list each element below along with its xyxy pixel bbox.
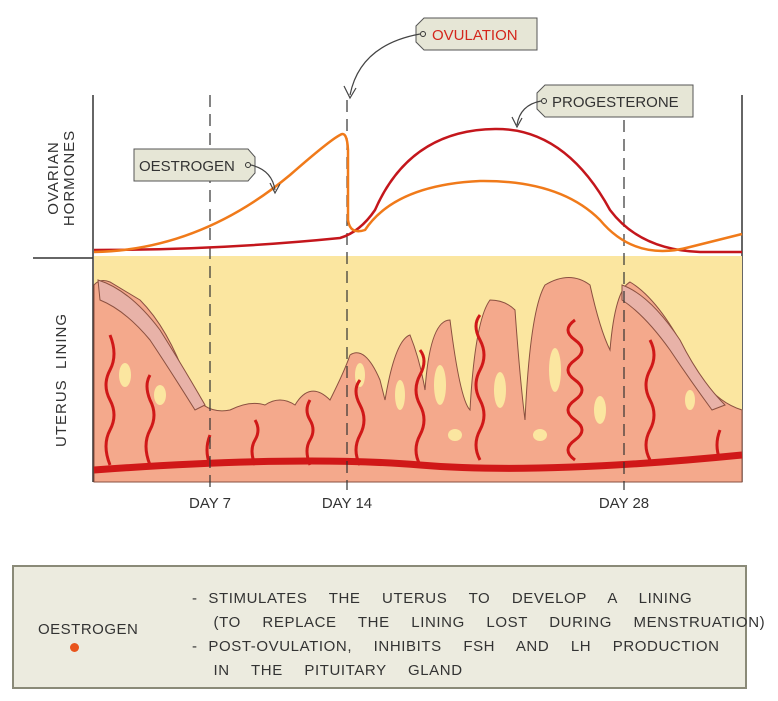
- oestrogen-callout: OESTROGEN: [133, 148, 281, 195]
- progesterone-callout: PROGESTERONE: [511, 84, 694, 129]
- oestrogen-label: OESTROGEN: [139, 158, 235, 175]
- lining-axis-label: UTERUS LINING: [53, 313, 70, 447]
- day-7-label: DAY 7: [189, 495, 231, 512]
- oestrogen-arrow: [250, 164, 276, 191]
- lining-gaps: [119, 348, 695, 441]
- info-hormone-name: OESTROGEN: [38, 621, 139, 638]
- day-14-label: DAY 14: [322, 495, 372, 512]
- shedding-lining-right: [621, 284, 726, 411]
- info-line: (TO REPLACE THE LINING LOST DURING MENST…: [192, 614, 766, 631]
- hormone-info-box: OESTROGEN - STIMULATES THE UTERUS TO DEV…: [12, 565, 765, 689]
- day-28-label: DAY 28: [599, 495, 649, 512]
- info-line: - STIMULATES THE UTERUS TO DEVELOP A LIN…: [192, 590, 693, 607]
- progesterone-label: PROGESTERONE: [552, 94, 679, 111]
- hormone-axis-label-1: OVARIAN: [45, 141, 62, 214]
- ovulation-callout: OVULATION: [343, 17, 538, 100]
- ovulation-arrow: [349, 33, 421, 96]
- shedding-lining-left: [97, 279, 206, 411]
- info-line: - POST-OVULATION, INHIBITS FSH AND LH PR…: [192, 638, 720, 655]
- info-description: - STIMULATES THE UTERUS TO DEVELOP A LIN…: [192, 587, 765, 683]
- progesterone-arrow: [516, 100, 542, 126]
- blood-vessel: [93, 451, 743, 474]
- hormone-axis-label-2: HORMONES: [61, 130, 78, 226]
- progesterone-curve: [93, 127, 742, 254]
- info-line: IN THE PITUITARY GLAND: [192, 662, 463, 679]
- oestrogen-curve: [93, 132, 743, 254]
- menstrual-cycle-diagram: OVARIAN HORMONES UTERUS LINING DAY 7 DAY…: [33, 17, 743, 512]
- ovulation-label: OVULATION: [432, 27, 518, 44]
- oestrogen-dot-icon: [70, 643, 79, 652]
